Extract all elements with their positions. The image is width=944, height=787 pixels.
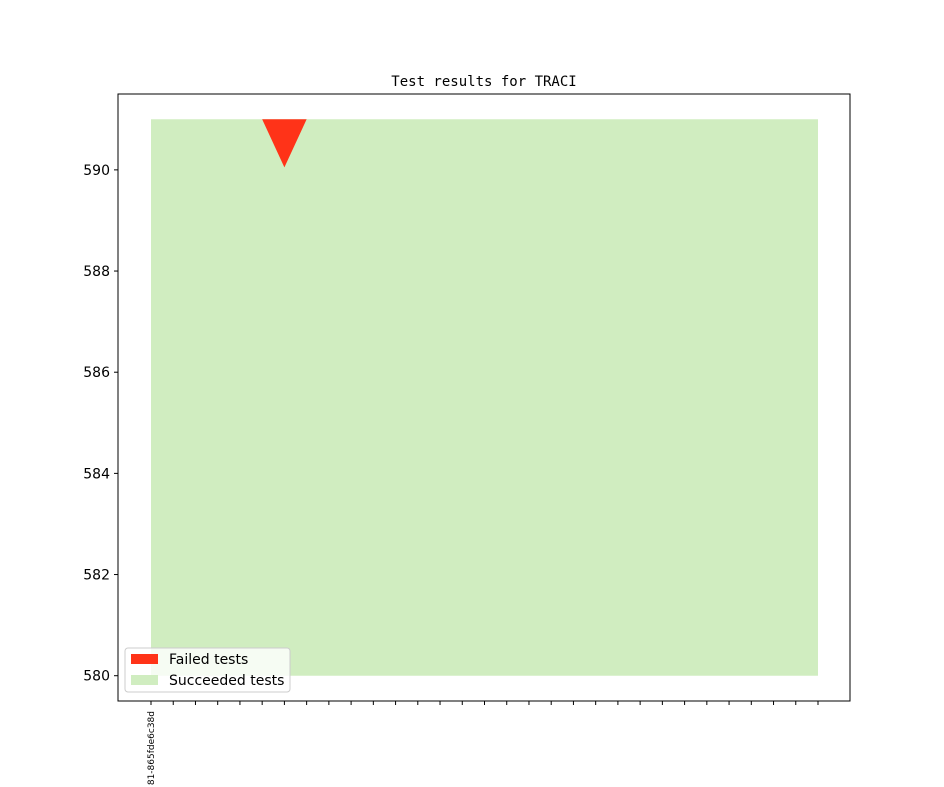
plot-areas — [151, 119, 818, 676]
y-tick-label: 582 — [83, 568, 110, 584]
area-succeeded-tests — [151, 119, 818, 676]
legend-label: Succeeded tests — [169, 673, 284, 689]
legend-label: Failed tests — [169, 652, 248, 668]
legend-swatch — [131, 675, 158, 685]
x-axis: 81-865fde6c38d — [147, 701, 819, 785]
y-axis: 580 582 584 586 588 590 — [83, 163, 118, 685]
y-tick-label: 584 — [83, 466, 110, 482]
legend: Failed tests Succeeded tests — [124, 647, 291, 693]
area-failed-tests — [262, 119, 307, 168]
legend-box — [124, 647, 291, 693]
x-tick-label: 81-865fde6c38d — [147, 711, 157, 785]
legend-swatch — [131, 654, 158, 664]
y-tick-label: 588 — [83, 264, 110, 280]
y-tick-label: 590 — [83, 163, 110, 179]
y-tick-label: 586 — [83, 365, 110, 381]
y-tick-label: 580 — [83, 669, 110, 685]
chart-title: Test results for TRACI — [391, 74, 576, 90]
